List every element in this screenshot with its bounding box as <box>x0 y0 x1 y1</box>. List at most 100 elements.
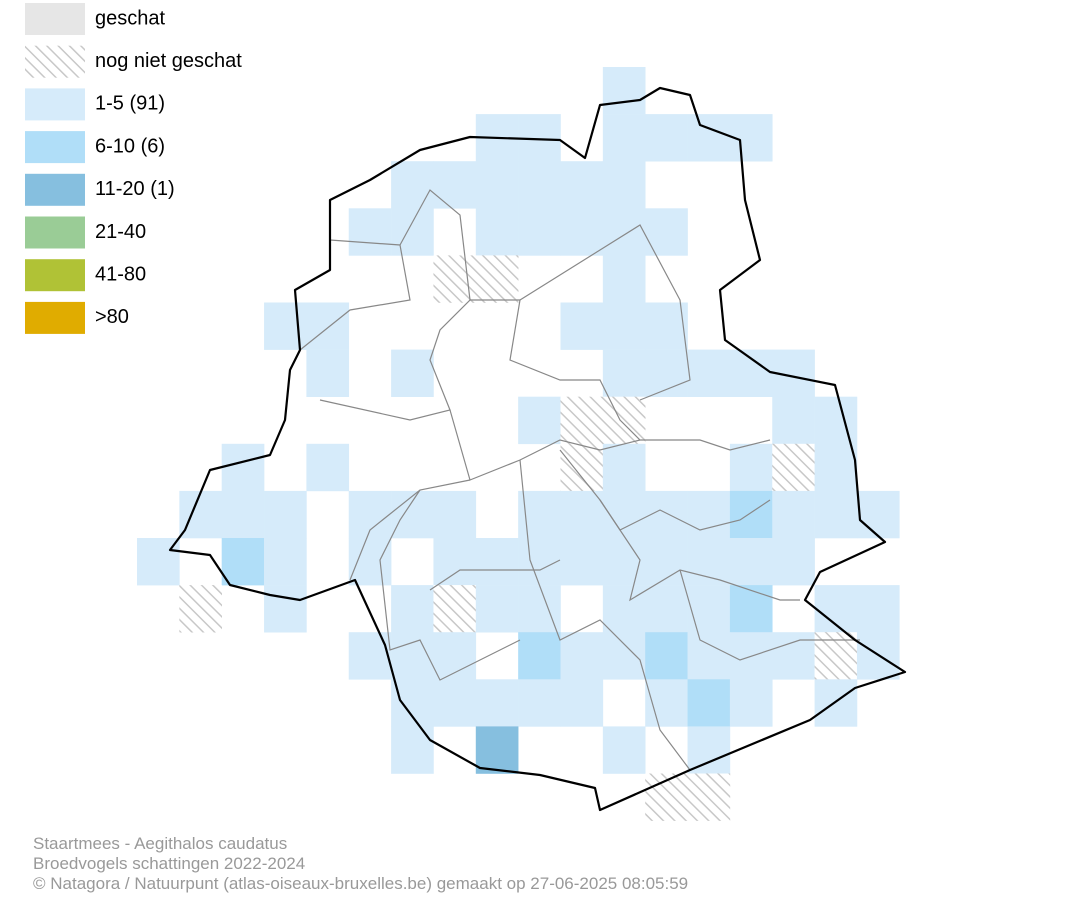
grid-cell <box>729 585 773 633</box>
grid-cell <box>645 114 688 162</box>
legend: geschat nog niet geschat 1-5 (91) 6-10 (6) 1… <box>25 3 242 334</box>
grid-cell <box>391 632 434 680</box>
legend-swatch <box>25 173 85 206</box>
grid-cell <box>814 679 858 727</box>
legend-swatch <box>25 259 85 292</box>
grid-cell <box>560 538 604 586</box>
grid-cell <box>602 443 646 492</box>
grid-cell <box>518 161 561 209</box>
grid-cell <box>814 443 858 492</box>
grid-cell <box>433 161 477 209</box>
grid-cell <box>772 396 815 445</box>
grid-cell <box>475 538 519 586</box>
grid-cell <box>221 443 265 492</box>
legend-label: geschat <box>95 7 165 29</box>
grid-cell <box>348 632 392 680</box>
grid-cell <box>518 538 561 586</box>
grid-cell <box>602 726 646 774</box>
legend-label: 11-20 (1) <box>95 178 175 200</box>
grid-cell <box>264 538 307 586</box>
grid-cell <box>687 726 731 774</box>
grid-cell <box>518 208 561 256</box>
grid-cell <box>814 490 858 539</box>
legend-label: nog niet geschat <box>95 50 242 72</box>
grid-cell <box>475 208 519 256</box>
grid-cell <box>645 632 688 680</box>
grid-cell <box>687 632 731 680</box>
grid-cell <box>856 585 900 633</box>
legend-swatch <box>25 131 85 164</box>
grid-cell <box>560 161 604 209</box>
grid-cell <box>602 349 646 397</box>
grid-cell <box>729 490 773 539</box>
grid-cell <box>560 632 604 680</box>
grid-cell <box>602 396 646 445</box>
grid-cell <box>602 161 646 209</box>
legend-label: 1-5 (91) <box>95 93 165 115</box>
grid-cell <box>560 443 604 492</box>
grid-cell <box>729 538 773 586</box>
grid-cell <box>645 585 688 633</box>
grid-cell <box>306 349 350 397</box>
grid-cell <box>264 490 307 539</box>
grid-cell <box>221 538 265 586</box>
footer-line: Broedvogels schattingen 2022-2024 <box>33 854 305 873</box>
grid-cell <box>687 490 731 539</box>
grid-cell <box>475 585 519 633</box>
grid-cell <box>772 538 815 586</box>
grid-cell <box>645 490 688 539</box>
legend-label: >80 <box>95 306 129 328</box>
footer: Staartmees - Aegithalos caudatusBroedvog… <box>33 834 688 893</box>
grid-cell <box>560 490 604 539</box>
grid-cell <box>433 490 477 539</box>
region-boundary <box>168 86 907 812</box>
grid-cell <box>602 585 646 633</box>
grid-cell <box>602 208 646 256</box>
grid-cell <box>391 161 434 209</box>
grid-cell <box>687 679 731 727</box>
grid-cell <box>475 726 519 774</box>
grid-cell <box>602 538 646 586</box>
grid-cell <box>391 490 434 539</box>
grid-cell <box>602 67 646 115</box>
grid-cell <box>391 585 434 633</box>
grid-cell <box>306 443 350 492</box>
grid-cell <box>560 679 604 727</box>
legend-swatch <box>25 3 85 35</box>
grid-cell <box>475 679 519 727</box>
grid-cell <box>391 208 434 256</box>
grid-cell <box>518 490 561 539</box>
grid-cell <box>687 585 731 633</box>
legend-swatch <box>25 45 85 78</box>
footer-line: Staartmees - Aegithalos caudatus <box>33 834 287 853</box>
grid-cell <box>687 114 731 162</box>
grid-cell <box>645 208 688 256</box>
grid-cell <box>772 443 815 492</box>
legend-swatch <box>25 216 85 249</box>
grid-cell <box>560 302 604 350</box>
grid-cell <box>602 302 646 350</box>
grid-cell <box>602 255 646 303</box>
grid-cells <box>137 67 900 821</box>
grid-cell <box>433 632 477 680</box>
grid-cell <box>602 632 646 680</box>
grid-cell <box>348 208 392 256</box>
grid-cell <box>391 349 434 397</box>
grid-cell <box>221 490 265 539</box>
grid-cell <box>856 490 900 539</box>
legend-label: 6-10 (6) <box>95 135 165 157</box>
grid-cell <box>560 396 604 445</box>
grid-cell <box>602 114 646 162</box>
legend-label: 41-80 <box>95 263 146 285</box>
grid-cell <box>518 632 561 680</box>
grid-cell <box>687 773 731 821</box>
grid-cell <box>264 585 307 633</box>
grid-cell <box>729 443 773 492</box>
footer-line: © Natagora / Natuurpunt (atlas-oiseaux-b… <box>33 874 688 893</box>
grid-cell <box>560 208 604 256</box>
grid-cell <box>814 396 858 445</box>
grid-cell <box>179 490 222 539</box>
grid-cell <box>518 679 561 727</box>
